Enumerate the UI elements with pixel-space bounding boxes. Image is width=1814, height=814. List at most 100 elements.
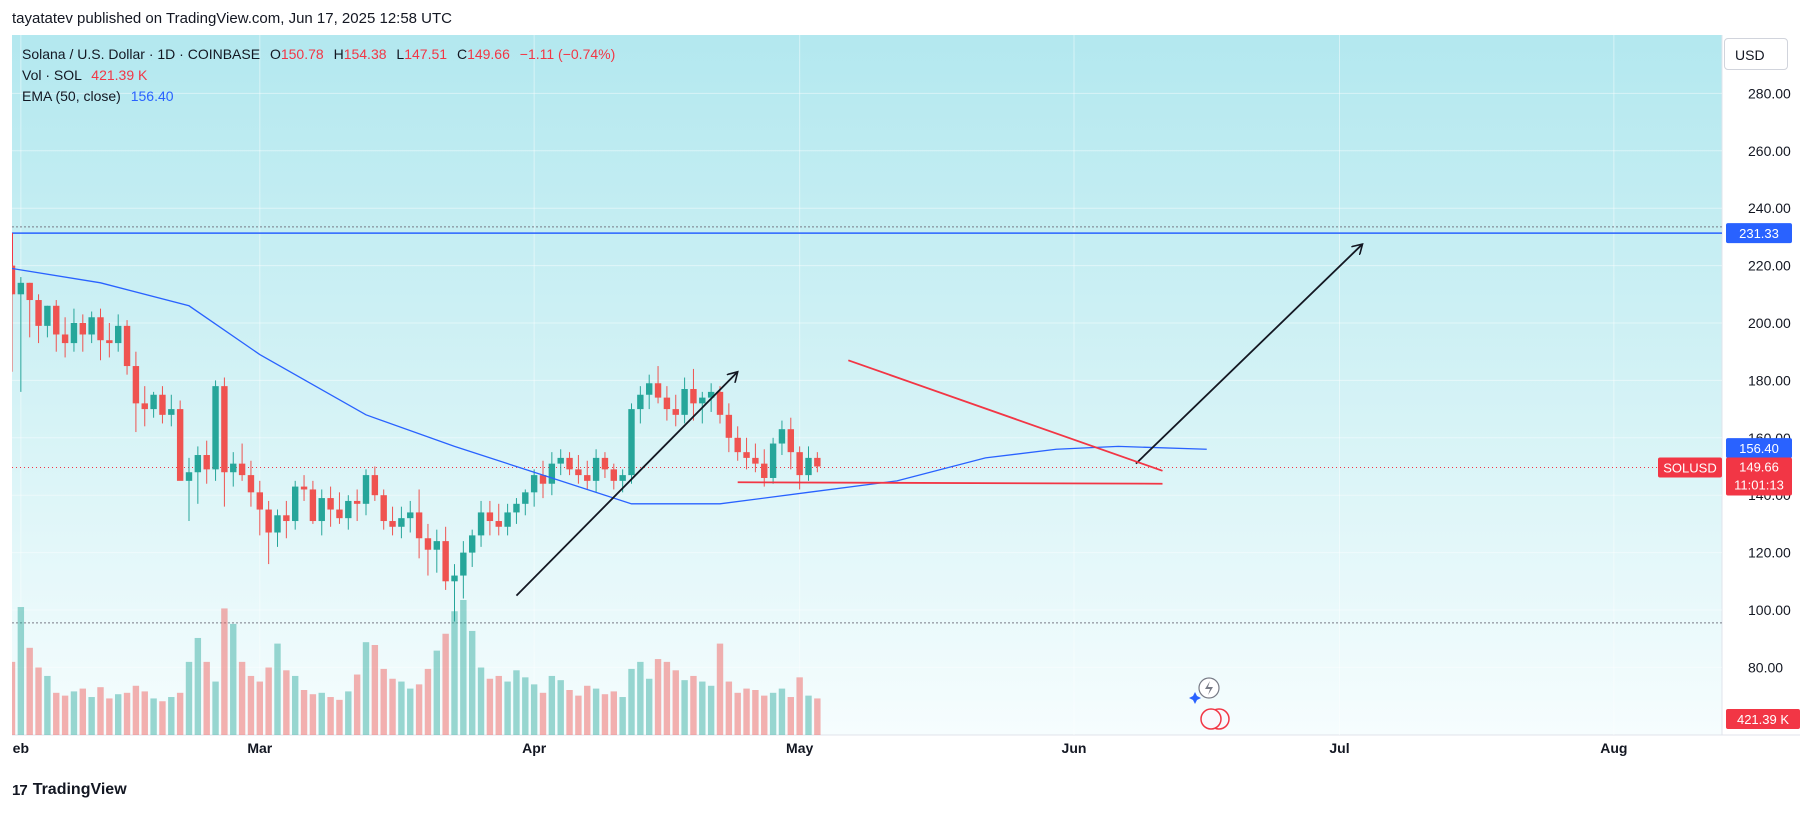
candle-body	[752, 457, 759, 464]
volume-bar	[805, 695, 812, 735]
candle-body	[761, 463, 768, 478]
volume-bar	[619, 697, 626, 735]
candle-body	[70, 323, 78, 344]
candle-body	[380, 495, 387, 522]
candle-body	[424, 538, 432, 550]
volume-bar	[345, 691, 352, 735]
volume-bar	[221, 608, 228, 735]
candle-body	[300, 486, 308, 490]
volume-bar	[292, 675, 299, 735]
volume-bar	[318, 692, 325, 735]
volume-bar	[681, 680, 688, 735]
candle-body	[79, 323, 86, 335]
candle-body	[743, 452, 750, 458]
candle-body	[460, 552, 467, 576]
volume-bar	[495, 675, 502, 735]
volume-bar	[690, 675, 697, 735]
volume-bar	[88, 697, 95, 735]
currency-button[interactable]: USD	[1724, 38, 1788, 70]
volume-bar	[35, 667, 42, 735]
candle-body	[725, 414, 733, 438]
legend-change: −1.11 (−0.74%)	[519, 46, 616, 62]
volume-bar	[716, 643, 724, 735]
candle-body	[530, 475, 538, 493]
price-axis-background	[1722, 35, 1800, 735]
candle-body	[787, 429, 794, 453]
candle-body	[345, 500, 352, 519]
chart-area[interactable]: 280.00 260.00 240.00 220.00 200.00 180.00 160.…	[12, 35, 1800, 770]
volume-bar	[115, 694, 122, 735]
volume-bar	[654, 659, 662, 735]
x-tick-label: Jul	[1329, 740, 1349, 756]
x-tick-label: eb	[13, 740, 29, 756]
volume-bar	[265, 667, 272, 735]
legend-ema-row: EMA (50, close) 156.40	[22, 86, 615, 107]
volume-bar	[539, 692, 547, 735]
candle-body	[389, 521, 396, 527]
tradingview-logo[interactable]: 17 TradingView	[12, 781, 127, 799]
candle-body	[628, 409, 635, 476]
candle-body	[451, 575, 458, 582]
legend-ema: 156.40	[130, 88, 174, 104]
volume-bar	[433, 650, 440, 735]
candle-body	[619, 475, 626, 481]
volume-bar	[424, 668, 432, 735]
candle-body	[362, 475, 370, 504]
candle-body	[318, 498, 325, 522]
legend-high-label: H	[333, 46, 344, 62]
volume-bar	[283, 670, 290, 735]
candle-body	[769, 443, 777, 478]
candle-body	[592, 457, 600, 481]
candle-body	[256, 492, 263, 510]
candle-body	[513, 503, 520, 513]
legend-volume-label[interactable]: Vol · SOL	[22, 67, 82, 83]
volume-bar	[168, 697, 175, 735]
candle-body	[185, 472, 193, 481]
bullish-arrow-1	[515, 372, 737, 597]
candle-body	[309, 489, 317, 522]
candle-body	[796, 452, 803, 476]
ema-badge-bg	[1726, 438, 1792, 459]
volume-bar	[761, 695, 768, 735]
y-tick-label: 200.00	[1748, 315, 1791, 331]
volume-bar	[212, 681, 219, 735]
candle-body	[477, 512, 485, 536]
candle-body	[486, 512, 494, 522]
x-tick-label: Aug	[1600, 740, 1627, 756]
y-tick-label: 220.00	[1748, 258, 1791, 274]
candle-body	[539, 475, 547, 484]
legend-symbol[interactable]: Solana / U.S. Dollar · 1D · COINBASE	[22, 46, 261, 62]
candle-body	[610, 469, 617, 481]
y-tick-label: 100.00	[1748, 602, 1791, 618]
candle-body	[123, 325, 131, 367]
candle-body	[26, 282, 33, 301]
candle-body	[44, 305, 51, 326]
volume-bar	[274, 643, 281, 735]
candle-body	[88, 317, 95, 335]
legend-close: 149.66	[467, 46, 510, 62]
candle-body	[230, 463, 237, 473]
volume-bar	[123, 692, 131, 735]
lightning-icon-glyph	[1205, 681, 1213, 695]
volume-bar	[451, 611, 458, 735]
candle-body	[274, 515, 281, 533]
candle-body	[442, 541, 449, 582]
legend-volume-row: Vol · SOL 421.39 K	[22, 65, 615, 86]
symbol-badge: SOLUSD	[1663, 460, 1716, 475]
candle-body	[469, 535, 476, 553]
candle-body	[265, 509, 272, 533]
volume-bar	[185, 661, 193, 735]
legend-low-label: L	[396, 46, 405, 62]
volume-badge-bg	[1726, 709, 1800, 729]
candle-body	[283, 515, 290, 522]
chart-svg[interactable]: 280.00260.00240.00220.00200.00180.00160.…	[12, 35, 1800, 770]
candle-body	[805, 457, 812, 476]
legend-ema-label[interactable]: EMA (50, close)	[22, 88, 121, 104]
volume-bar	[300, 690, 308, 735]
volume-bar	[707, 685, 715, 735]
chart-legend: Solana / U.S. Dollar · 1D · COINBASE O15…	[22, 44, 615, 107]
candle-body	[504, 512, 511, 527]
volume-bar	[132, 685, 140, 735]
volume-bar	[752, 690, 759, 735]
y-tick-label: 180.00	[1748, 372, 1791, 388]
